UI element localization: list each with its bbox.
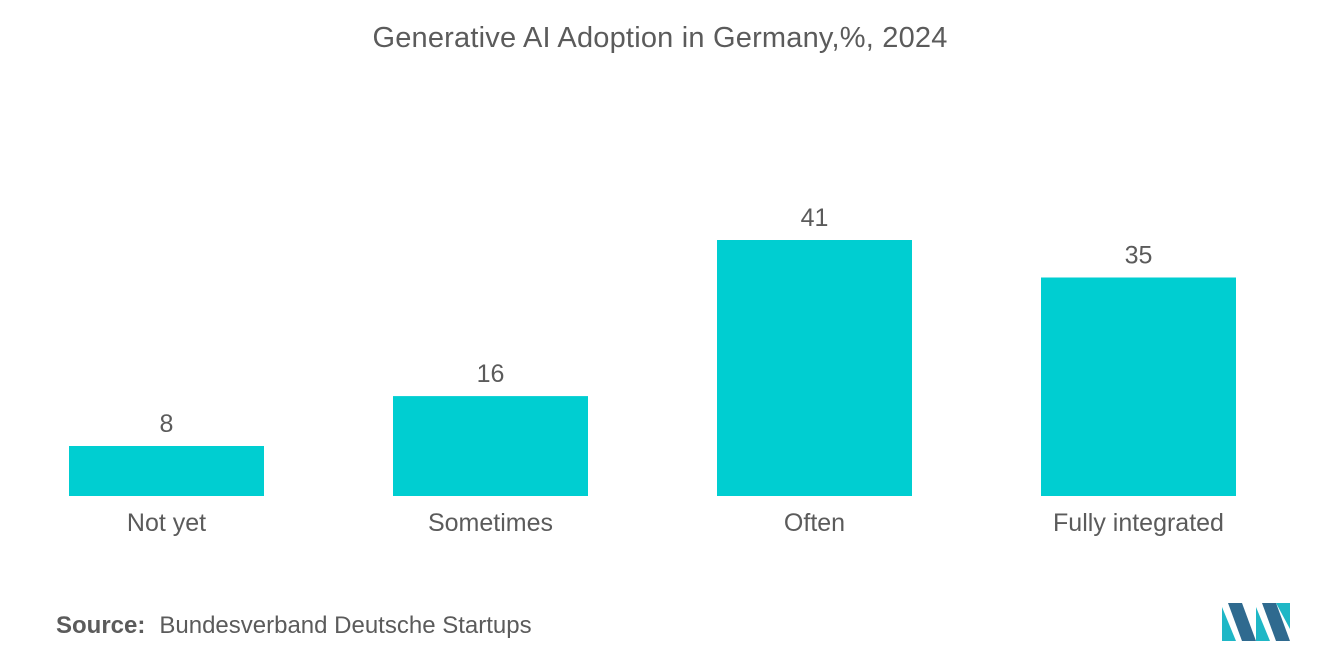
value-label: 16 [477, 360, 505, 388]
category-label: Often [784, 509, 845, 537]
category-labels-layer: Not yet Sometimes Often Fully integrated [127, 509, 1224, 537]
category-label: Not yet [127, 509, 206, 537]
bars-layer [69, 240, 1236, 496]
value-labels-layer: 8 16 41 35 [160, 204, 1153, 438]
bar-sometimes [393, 396, 588, 496]
bar-chart: 8 16 41 35 Not yet Sometimes Often Fully integ… [69, 204, 1236, 537]
bar-not-yet [69, 446, 264, 496]
value-label: 41 [801, 204, 829, 232]
source-label: Source: [56, 612, 146, 639]
source-text: Bundesverband Deutsche Startups [159, 612, 532, 639]
category-label: Fully integrated [1053, 509, 1224, 537]
source-note: Source: Bundesverband Deutsche Startups [56, 612, 532, 640]
bar-often [717, 240, 912, 496]
category-label: Sometimes [428, 509, 553, 537]
mordor-logo-icon [1222, 603, 1290, 641]
value-label: 8 [160, 410, 174, 438]
bar-fully-integrated [1041, 277, 1236, 496]
value-label: 35 [1125, 242, 1153, 270]
chart-title: Generative AI Adoption in Germany,%, 202… [372, 22, 948, 54]
